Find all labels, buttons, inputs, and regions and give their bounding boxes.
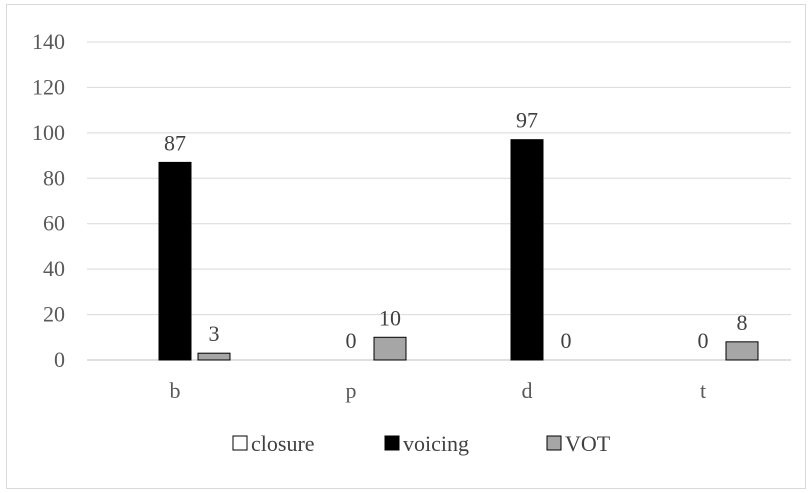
y-axis-ticks: 0 20 40 60 80 100 120 140 xyxy=(32,29,65,372)
data-label-VOT-d: 0 xyxy=(561,328,572,353)
y-tick-label-100: 100 xyxy=(32,120,65,145)
bar-VOT-b xyxy=(197,352,231,361)
legend-swatch-voicing xyxy=(384,435,400,451)
data-label-VOT-p: 10 xyxy=(379,305,401,330)
data-label-voicing-d: 97 xyxy=(516,108,538,133)
bar-chart: 0 20 40 60 80 100 120 140 87 3 0 10 97 0 0 8 b p d t clos… xyxy=(32,29,791,456)
legend-swatch-closure xyxy=(232,435,248,451)
data-label-VOT-b: 3 xyxy=(209,321,220,346)
x-tick-label-p: p xyxy=(346,378,357,403)
data-label-VOT-t: 8 xyxy=(737,310,748,335)
bar-voicing-d xyxy=(510,139,544,361)
bar-VOT-t xyxy=(725,341,759,361)
chart-container: 0 20 40 60 80 100 120 140 87 3 0 10 97 0 0 8 b p d t clos… xyxy=(6,4,806,489)
bar-voicing-b xyxy=(158,161,192,361)
legend-label-voicing: voicing xyxy=(403,431,469,456)
data-label-voicing-p: 0 xyxy=(346,328,357,353)
x-tick-label-d: d xyxy=(522,378,533,403)
y-tick-label-140: 140 xyxy=(32,29,65,54)
legend: closure voicing VOT xyxy=(232,431,611,456)
y-tick-label-120: 120 xyxy=(32,74,65,99)
x-tick-label-b: b xyxy=(170,378,181,403)
y-tick-label-20: 20 xyxy=(43,302,65,327)
gridlines xyxy=(87,41,791,361)
bar-VOT-p xyxy=(373,336,407,361)
data-label-voicing-b: 87 xyxy=(164,130,186,155)
y-tick-label-40: 40 xyxy=(43,256,65,281)
data-labels: 87 3 0 10 97 0 0 8 xyxy=(164,108,748,353)
legend-label-VOT: VOT xyxy=(565,431,611,456)
y-tick-label-60: 60 xyxy=(43,211,65,236)
legend-label-closure: closure xyxy=(251,431,315,456)
y-tick-label-80: 80 xyxy=(43,165,65,190)
data-label-voicing-t: 0 xyxy=(698,328,709,353)
y-tick-label-0: 0 xyxy=(54,347,65,372)
bars xyxy=(158,139,759,361)
x-tick-label-t: t xyxy=(700,378,706,403)
legend-swatch-VOT xyxy=(546,435,562,451)
